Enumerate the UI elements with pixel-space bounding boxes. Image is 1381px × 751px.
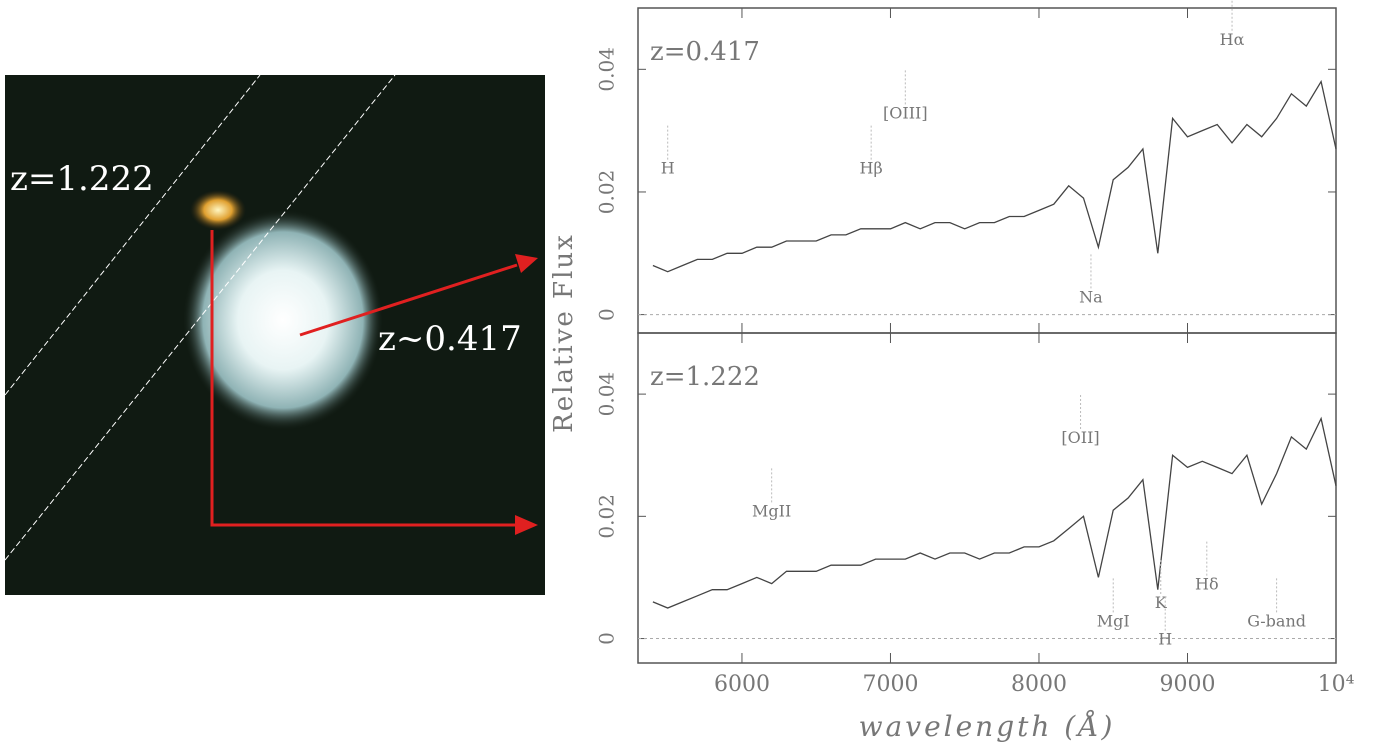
galaxy bbox=[190, 190, 246, 230]
line-label: Hβ bbox=[860, 159, 883, 178]
line-label: Hδ bbox=[1195, 575, 1219, 594]
panel-title: z=1.222 bbox=[650, 362, 760, 392]
y-tick-label: 0.04 bbox=[595, 47, 619, 92]
y-tick-label: 0.02 bbox=[595, 494, 619, 539]
line-label: G-band bbox=[1247, 611, 1306, 630]
arrow bbox=[210, 230, 515, 527]
x-tick-label: 10⁴ bbox=[1318, 672, 1355, 697]
line-label: [OIII] bbox=[883, 103, 928, 122]
redshift-label: z=1.222 bbox=[10, 159, 154, 199]
line-label: [OII] bbox=[1061, 428, 1099, 447]
plot-frame bbox=[637, 332, 1337, 664]
slit-edge bbox=[5, 75, 396, 561]
line-label: Na bbox=[1079, 287, 1103, 306]
x-tick-label: 7000 bbox=[862, 672, 918, 697]
arrow bbox=[299, 263, 518, 337]
line-label: MgII bbox=[752, 501, 791, 520]
line-label: H bbox=[1158, 630, 1172, 649]
line-label: Hα bbox=[1220, 30, 1245, 49]
galaxy bbox=[183, 210, 383, 430]
y-tick-label: 0 bbox=[595, 308, 619, 321]
x-tick-label: 8000 bbox=[1011, 672, 1067, 697]
arrowhead bbox=[515, 254, 538, 273]
slit-edge bbox=[5, 75, 261, 396]
x-tick-label: 6000 bbox=[714, 672, 770, 697]
y-tick-label: 0.04 bbox=[595, 372, 619, 417]
line-label: MgI bbox=[1097, 611, 1130, 630]
redshift-label: z~0.417 bbox=[378, 319, 522, 359]
panel-title: z=0.417 bbox=[650, 37, 760, 67]
galaxy-image: z=1.222 z~0.417 bbox=[5, 75, 545, 595]
x-axis-label: wavelength (Å) bbox=[859, 710, 1116, 743]
y-tick-label: 0 bbox=[595, 632, 619, 645]
spectrum bbox=[652, 79, 1337, 273]
y-axis-label: Relative Flux bbox=[549, 233, 579, 433]
x-tick-label: 9000 bbox=[1159, 672, 1215, 697]
y-tick-label: 0.02 bbox=[595, 170, 619, 215]
line-label: K bbox=[1155, 593, 1168, 612]
arrowhead bbox=[515, 515, 538, 535]
line-label: H bbox=[661, 159, 675, 178]
spectrum bbox=[652, 416, 1337, 609]
